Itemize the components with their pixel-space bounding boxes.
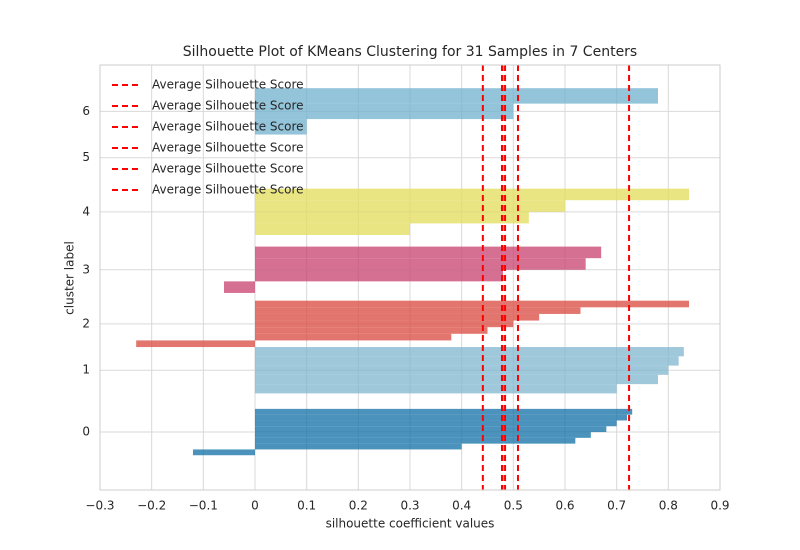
silhouette-bar <box>255 356 679 366</box>
x-tick-label: 0.8 <box>659 499 678 513</box>
plot-frame <box>99 64 721 491</box>
y-tick-label: 5 <box>82 150 90 164</box>
x-tick-label: 0.3 <box>400 499 419 513</box>
silhouette-bar <box>255 246 602 259</box>
y-axis-label: cluster label <box>63 241 77 315</box>
legend-label: Average Silhouette Score <box>152 141 304 155</box>
silhouette-bar <box>255 374 658 385</box>
y-tick-label: 4 <box>82 204 90 218</box>
legend-label: Average Silhouette Score <box>152 78 304 92</box>
silhouette-bar <box>255 432 591 438</box>
silhouette-bar <box>255 211 529 224</box>
x-tick-label: 0.5 <box>504 499 523 513</box>
x-tick-label: 0.7 <box>607 499 626 513</box>
silhouette-bar <box>255 223 410 235</box>
x-tick-label: 0.1 <box>297 499 316 513</box>
silhouette-bar <box>255 320 514 328</box>
x-tick-label: −0.3 <box>85 499 114 513</box>
legend-label: Average Silhouette Score <box>152 183 304 197</box>
y-tick-label: 2 <box>82 316 90 330</box>
x-tick-label: −0.2 <box>137 499 166 513</box>
y-tick-label: 0 <box>82 425 90 439</box>
silhouette-bar <box>255 327 488 334</box>
silhouette-bar <box>255 258 586 270</box>
x-tick-label: 0.2 <box>349 499 368 513</box>
silhouette-bar <box>255 119 307 135</box>
silhouette-bar <box>255 300 689 308</box>
silhouette-bar <box>255 103 514 120</box>
silhouette-bar <box>193 449 255 456</box>
silhouette-bar <box>255 188 689 201</box>
silhouette-bar <box>255 269 503 282</box>
silhouette-bar <box>255 200 565 212</box>
chart-title: Silhouette Plot of KMeans Clustering for… <box>183 44 637 60</box>
y-tick-label: 3 <box>82 262 90 276</box>
x-axis-label: silhouette coefficient values <box>326 517 495 531</box>
legend-label: Average Silhouette Score <box>152 162 304 176</box>
legend-label: Average Silhouette Score <box>152 120 304 134</box>
x-tick-label: 0.6 <box>555 499 574 513</box>
silhouette-bar <box>255 347 684 357</box>
silhouette-bar <box>255 88 658 104</box>
silhouette-bar <box>255 408 633 415</box>
silhouette-bar <box>255 365 669 375</box>
x-tick-label: −0.1 <box>189 499 218 513</box>
y-tick-label: 6 <box>82 104 90 118</box>
silhouette-bar <box>136 340 255 348</box>
legend-label: Average Silhouette Score <box>152 99 304 113</box>
x-tick-label: 0 <box>251 499 259 513</box>
silhouette-bar <box>224 281 255 293</box>
x-tick-label: 0.9 <box>710 499 729 513</box>
silhouette-bar <box>255 333 452 341</box>
silhouette-bar <box>255 420 617 427</box>
silhouette-bar <box>255 443 462 450</box>
silhouette-bar <box>255 437 576 444</box>
silhouette-bar <box>255 313 540 321</box>
silhouette-bar <box>255 384 617 394</box>
x-tick-label: 0.4 <box>452 499 471 513</box>
silhouette-bar <box>255 426 607 433</box>
silhouette-bar <box>255 414 627 421</box>
y-tick-label: 1 <box>82 363 90 377</box>
silhouette-bar <box>255 307 581 314</box>
